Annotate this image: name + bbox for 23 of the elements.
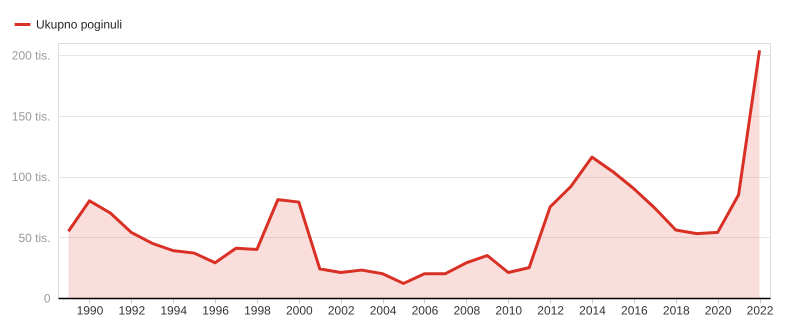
x-tick-label: 2004	[370, 304, 397, 318]
x-tick-label: 2006	[412, 304, 439, 318]
y-tick-label: 100 tis.	[12, 170, 50, 184]
y-tick-label: 200 tis.	[12, 48, 50, 63]
x-tick-label: 2016	[621, 304, 648, 318]
x-tick-label: 2002	[328, 304, 355, 318]
x-tick-label: 2000	[286, 304, 313, 318]
x-tick-label: 2008	[454, 304, 481, 318]
x-tick-label: 2014	[579, 304, 606, 318]
x-tick-label: 2022	[746, 304, 774, 318]
x-tick-label: 1996	[202, 304, 230, 318]
y-tick-label: 150 tis.	[12, 109, 50, 124]
x-tick-label: 1992	[118, 304, 146, 318]
x-tick-label: 1990	[76, 304, 104, 318]
x-tick-label: 1994	[160, 304, 188, 318]
x-tick-label: 2020	[704, 304, 732, 318]
x-tick-label: 2018	[662, 304, 690, 318]
x-tick-label: 1998	[244, 304, 272, 318]
x-tick-label: 2010	[495, 304, 522, 318]
y-tick-label: 0	[44, 292, 51, 306]
legend-label: Ukupno poginuli	[36, 18, 122, 32]
x-tick-label: 2012	[537, 304, 564, 318]
y-tick-label: 50 tis.	[18, 230, 50, 245]
